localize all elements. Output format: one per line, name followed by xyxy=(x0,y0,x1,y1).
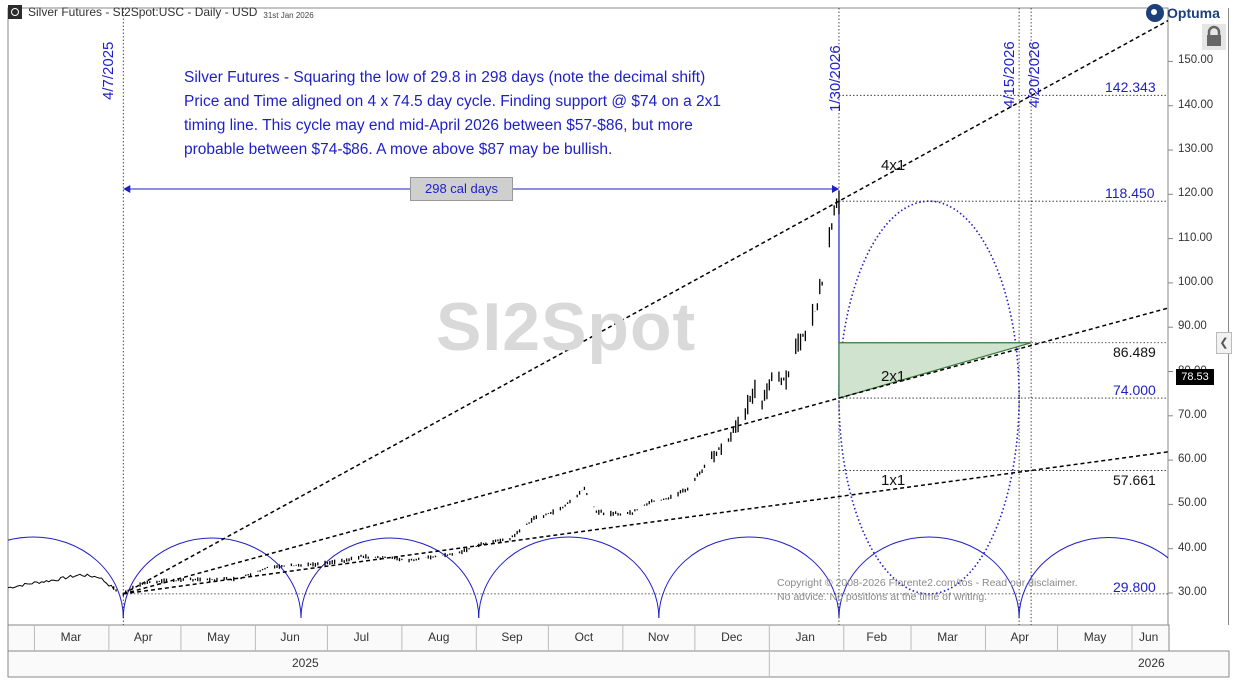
month-tick-label: Jul xyxy=(353,630,369,644)
annotation-line: Silver Futures - Squaring the low of 29.… xyxy=(184,69,706,86)
y-tick-label: 130.00 xyxy=(1178,143,1214,155)
span-arrow-left-head xyxy=(123,185,131,193)
chart-header: Silver Futures - SI2Spot:USC - Daily - U… xyxy=(8,2,314,22)
cycle-arc xyxy=(8,536,124,619)
year-tick-label: 2026 xyxy=(1138,656,1165,670)
month-tick-label: Oct xyxy=(574,630,594,644)
vline-date-label: 4/15/2026 xyxy=(1001,41,1018,108)
level-label: 74.000 xyxy=(1113,382,1156,398)
level-label: 29.800 xyxy=(1113,579,1156,595)
y-tick-label: 150.00 xyxy=(1178,54,1214,67)
month-tick-label: Feb xyxy=(866,630,888,644)
y-tick-label: 120.00 xyxy=(1178,187,1214,200)
month-tick-label: Apr xyxy=(1010,630,1030,644)
y-tick-label: 50.00 xyxy=(1178,497,1207,510)
month-tick-label: Dec xyxy=(721,630,743,644)
cycle-arc xyxy=(122,537,302,619)
copyright-line: Copyright © 2008-2026 Fiorente2.com/tos … xyxy=(777,577,1078,589)
gann-line-2x1 xyxy=(123,307,1169,595)
chart-date: 31st Jan 2026 xyxy=(263,10,314,20)
optuma-logo-icon xyxy=(1146,4,1164,22)
optuma-brand: Optuma xyxy=(1146,4,1220,22)
copyright-note: Copyright © 2008-2026 Fiorente2.com/tos … xyxy=(777,576,1078,604)
span-label: 298 cal days xyxy=(410,177,513,201)
month-tick-label: Jun xyxy=(280,630,300,644)
gann-label: 4x1 xyxy=(881,157,906,174)
current-price-badge: 78.53 xyxy=(1176,369,1214,385)
month-tick-label: Mar xyxy=(937,630,958,644)
collapse-panel-icon[interactable]: ❮ xyxy=(1216,332,1232,354)
y-tick-label: 110.00 xyxy=(1178,231,1213,244)
span-arrow-right-head xyxy=(831,185,839,193)
y-tick-label: 30.00 xyxy=(1178,586,1207,598)
annotation-line: probable between $74-$86. A move above $… xyxy=(184,141,613,158)
month-tick-label: Mar xyxy=(60,630,82,644)
y-tick-label: 100.00 xyxy=(1178,275,1214,288)
month-tick-label: Nov xyxy=(647,630,670,644)
chart-logo-icon xyxy=(8,5,22,19)
vline-date-label: 1/30/2026 xyxy=(827,45,844,112)
vline-date-label: 4/7/2025 xyxy=(100,41,117,100)
month-tick-label: Sep xyxy=(501,630,523,644)
gann-label: 2x1 xyxy=(881,368,906,385)
level-label: 118.450 xyxy=(1105,185,1155,201)
optuma-brand-label: Optuma xyxy=(1167,5,1220,21)
month-tick-label: Jan xyxy=(795,630,815,644)
chart-title: Silver Futures - SI2Spot:USC - Daily - U… xyxy=(28,5,258,19)
gann-line-1x1 xyxy=(123,451,1169,595)
annotation-text: Silver Futures - Squaring the low of 29.… xyxy=(184,66,784,162)
cycle-arc xyxy=(658,536,840,619)
month-tick-label: Jun xyxy=(1138,630,1159,644)
year-axis-band xyxy=(7,650,1230,678)
square-circle xyxy=(838,200,1020,595)
month-tick-label: May xyxy=(1083,630,1107,644)
gann-label: 1x1 xyxy=(881,472,906,489)
level-label: 86.489 xyxy=(1113,344,1156,360)
gann-line-4x1 xyxy=(122,19,1169,595)
cycle-arc xyxy=(300,537,480,619)
month-tick-label: Aug xyxy=(428,630,450,644)
month-tick-label: Apr xyxy=(133,630,153,644)
y-tick-label: 140.00 xyxy=(1178,98,1214,111)
level-label: 57.661 xyxy=(1113,472,1156,488)
month-tick-label: May xyxy=(207,630,230,644)
cycle-arc xyxy=(838,536,1020,619)
level-label: 142.343 xyxy=(1105,79,1156,95)
disclaimer-line: No advice. No positions at the time of w… xyxy=(777,591,988,603)
price-line xyxy=(7,573,115,590)
annotation-line: Price and Time aligned on 4 x 74.5 day c… xyxy=(184,93,722,110)
month-axis-band xyxy=(7,624,1170,652)
annotation-line: timing line. This cycle may end mid-Apri… xyxy=(184,117,693,134)
vline-date-label: 4/20/2026 xyxy=(1026,41,1043,108)
right-border xyxy=(1228,8,1229,625)
year-tick-label: 2025 xyxy=(292,656,319,670)
lock-icon[interactable] xyxy=(1202,24,1226,50)
cycle-arc xyxy=(1018,537,1168,619)
watermark: SI2Spot xyxy=(436,289,697,365)
cycle-arc xyxy=(478,536,660,619)
y-tick-label: 40.00 xyxy=(1178,541,1207,554)
y-tick-label: 90.00 xyxy=(1178,320,1207,333)
y-tick-label: 70.00 xyxy=(1178,408,1207,421)
y-tick-label: 60.00 xyxy=(1178,453,1207,466)
